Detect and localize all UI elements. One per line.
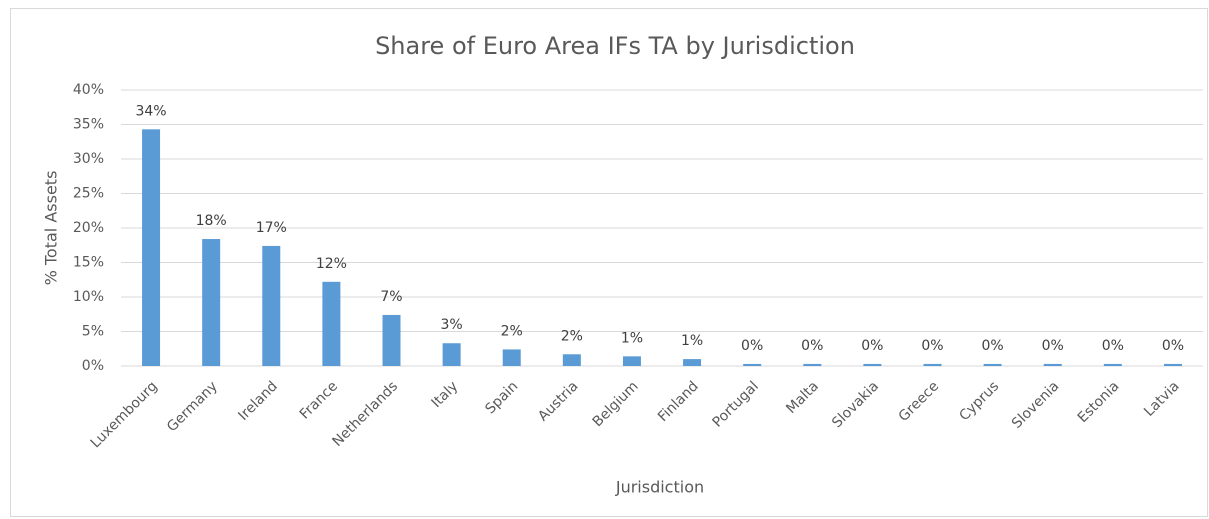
data-label: 7% [380,289,402,305]
y-tick-label: 30% [73,151,104,167]
bar [1043,363,1062,366]
data-label: 2% [501,323,523,339]
bar [382,314,401,366]
y-tick-label: 10% [73,289,104,305]
bar [923,363,942,366]
data-label: 0% [1162,338,1184,354]
data-label: 0% [1042,338,1064,354]
bar [442,343,461,366]
y-axis-title: % Total Assets [42,171,61,286]
bar [803,363,822,366]
y-tick-label: 35% [73,117,104,133]
data-label: 0% [982,338,1004,354]
bar [562,354,581,366]
bar [1103,363,1122,366]
x-axis-title: Jurisdiction [615,478,704,497]
bar [322,281,341,366]
y-tick-label: 5% [82,324,104,340]
data-label: 0% [921,338,943,354]
data-label: 34% [135,103,166,119]
bar [202,239,221,366]
bar [1163,363,1182,366]
bar [743,363,762,366]
data-label: 12% [316,256,347,272]
data-label: 17% [256,220,287,236]
bar [502,349,521,366]
y-tick-label: 15% [73,255,104,271]
bar [142,129,161,366]
y-tick-label: 40% [73,82,104,98]
data-label: 0% [741,338,763,354]
y-tick-label: 25% [73,186,104,202]
y-tick-label: 20% [73,220,104,236]
data-label: 0% [1102,338,1124,354]
data-label: 1% [621,330,643,346]
data-label: 1% [681,333,703,349]
data-label: 0% [801,338,823,354]
data-label: 2% [561,328,583,344]
bar [622,356,641,366]
bar [863,363,882,366]
bar [983,363,1002,366]
chart-title: Share of Euro Area IFs TA by Jurisdictio… [375,32,855,60]
data-label: 3% [441,317,463,333]
data-label: 18% [196,213,227,229]
bar [262,245,281,366]
y-tick-label: 0% [82,358,104,374]
bar [683,359,702,366]
data-label: 0% [861,338,883,354]
